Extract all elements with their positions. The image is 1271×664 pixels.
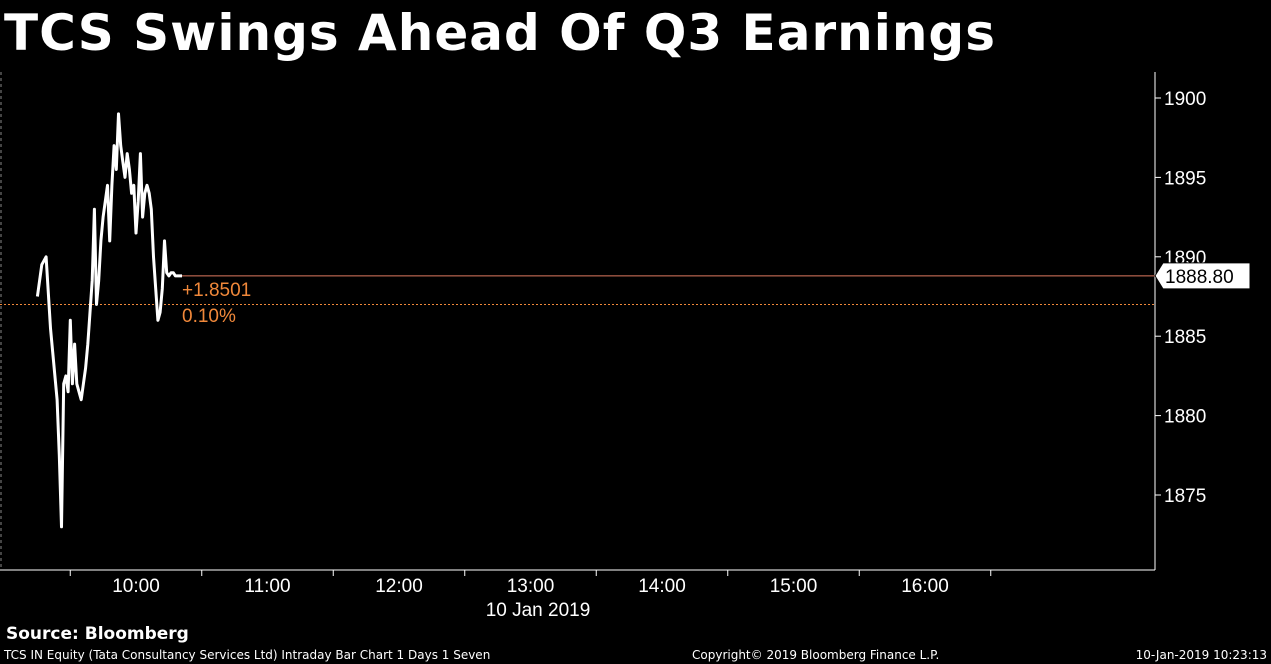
last-price-tag: 1888.80 — [1154, 262, 1251, 290]
x-tick-label: 16:00 — [901, 576, 949, 597]
x-tick-label: 14:00 — [638, 576, 686, 597]
footer-timestamp: 10-Jan-2019 10:23:13 — [1135, 648, 1267, 662]
last-price-tag-shape — [1154, 262, 1251, 290]
x-tick-label: 15:00 — [770, 576, 818, 597]
x-tick-label: 13:00 — [507, 576, 555, 597]
x-tick-label: 12:00 — [375, 576, 423, 597]
x-axis-ticks: 10:00 11:00 12:00 13:00 14:00 15:00 16:00 — [69, 570, 992, 597]
x-tick-label: 10:00 — [112, 576, 160, 597]
change-percent-label: 0.10% — [182, 306, 236, 327]
y-tick-label: 1875 — [1164, 486, 1206, 507]
y-tick-label: 1880 — [1164, 407, 1206, 428]
chart-title: TCS Swings Ahead Of Q3 Earnings — [4, 4, 996, 62]
footer-security-description: TCS IN Equity (Tata Consultancy Services… — [4, 648, 491, 662]
change-value-label: +1.8501 — [182, 280, 251, 301]
source-label: Source: Bloomberg — [6, 624, 189, 644]
y-tick-label: 1885 — [1164, 327, 1206, 348]
y-tick-label: 1895 — [1164, 168, 1206, 189]
price-series-line — [35, 112, 182, 529]
footer-copyright: Copyright© 2019 Bloomberg Finance L.P. — [692, 648, 940, 662]
y-tick-label: 1900 — [1164, 89, 1206, 110]
x-axis-date-label: 10 Jan 2019 — [486, 600, 591, 621]
x-tick-label: 11:00 — [244, 576, 290, 597]
last-price-value: 1888.80 — [1165, 267, 1234, 288]
